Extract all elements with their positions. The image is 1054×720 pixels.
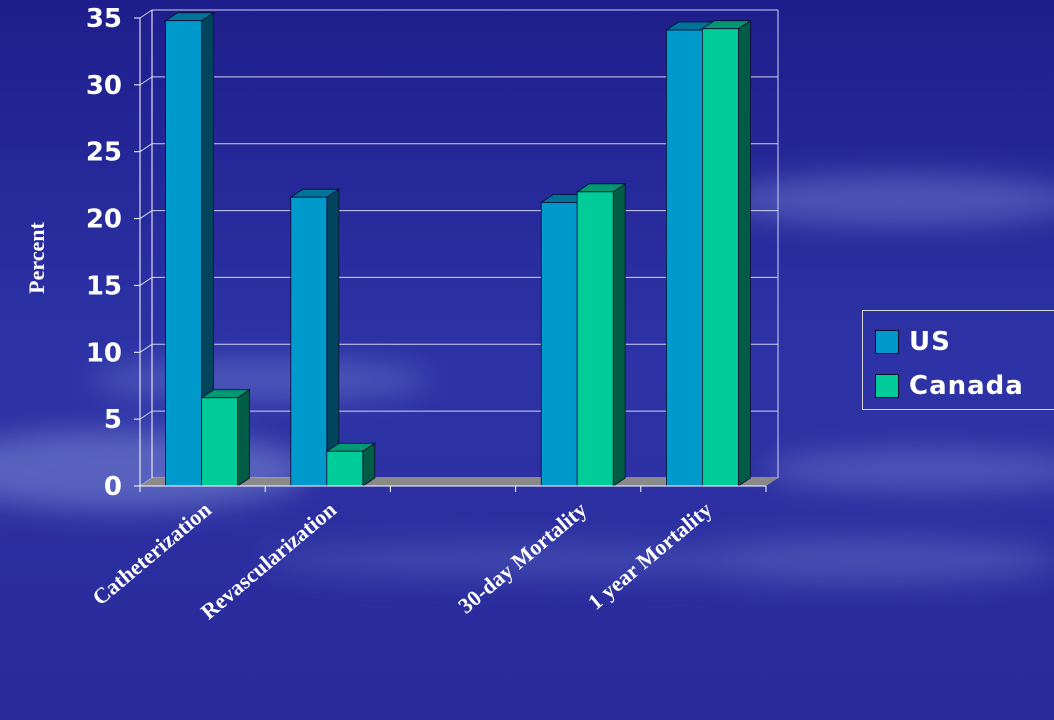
bar-us-1 xyxy=(289,188,341,487)
legend: US Canada xyxy=(862,310,1054,410)
y-tick-label: 20 xyxy=(86,205,122,235)
legend-swatch-canada xyxy=(875,374,899,398)
y-axis-title: Percent xyxy=(24,222,49,294)
y-tick-label: 0 xyxy=(104,472,122,502)
axes xyxy=(134,10,767,492)
bar-canada-4 xyxy=(701,19,752,487)
bar-canada-1 xyxy=(325,442,377,487)
legend-label-us: US xyxy=(909,327,951,357)
x-category-label: Revascularization xyxy=(196,497,341,625)
bar-canada-3 xyxy=(575,183,627,487)
gridline-wall xyxy=(139,277,153,286)
gridline-wall xyxy=(139,143,153,153)
gridline-wall xyxy=(139,76,153,86)
bar-canada-0 xyxy=(200,389,251,487)
y-tick-label: 10 xyxy=(86,338,122,368)
legend-item-us: US xyxy=(875,327,951,357)
y-tick-label: 25 xyxy=(86,138,122,168)
x-category-label: 30-day Mortality xyxy=(453,497,591,619)
legend-item-canada: Canada xyxy=(875,371,1024,401)
legend-swatch-us xyxy=(875,330,899,354)
y-tick-label: 15 xyxy=(86,271,122,301)
bars xyxy=(164,11,752,487)
y-tick-label: 30 xyxy=(86,71,122,101)
y-tick-label: 35 xyxy=(86,4,122,34)
gridline-wall xyxy=(139,210,153,219)
x-category-label: 1 year Mortality xyxy=(583,497,717,615)
bar-us-0 xyxy=(164,11,215,487)
y-tick-label: 5 xyxy=(104,405,122,435)
y-tick-labels: 0 5 10 15 20 25 30 35 xyxy=(86,4,122,502)
legend-label-canada: Canada xyxy=(909,371,1024,401)
gridline-wall xyxy=(139,410,153,420)
x-category-label: Catheterization xyxy=(87,497,215,610)
gridline-wall xyxy=(139,9,153,19)
gridline-wall xyxy=(139,343,153,353)
